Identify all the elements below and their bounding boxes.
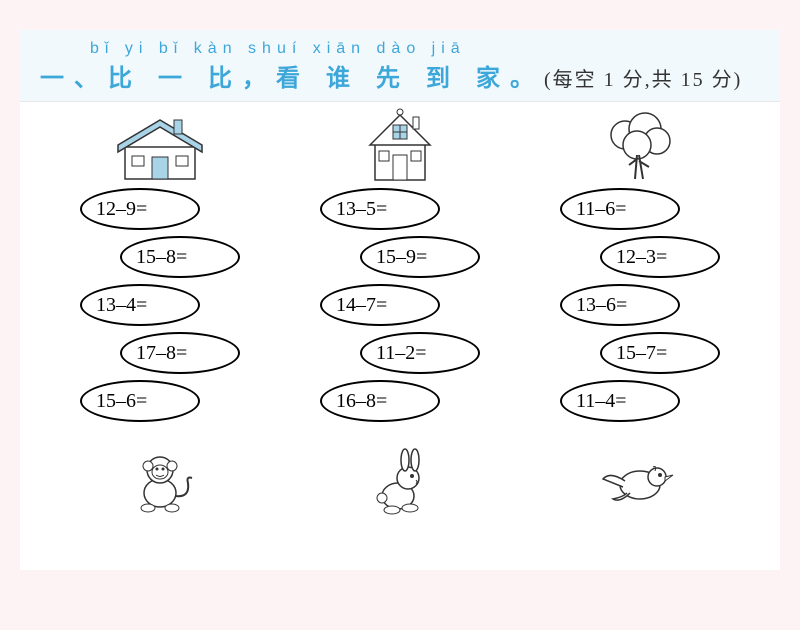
problem-oval: 11–6= — [560, 188, 680, 230]
problem-text: 11–2= — [376, 342, 427, 365]
problem-text: 14–7= — [336, 294, 387, 317]
house-tall-icon — [355, 112, 445, 182]
problem-text: 15–6= — [96, 390, 147, 413]
worksheet-page: bǐ yi bǐ kàn shuí xiān dào jiā 一、比 一 比，看… — [20, 30, 780, 570]
bird-icon — [595, 448, 685, 518]
problem-oval: 17–8= — [120, 332, 240, 374]
title-row: bǐ yi bǐ kàn shuí xiān dào jiā 一、比 一 比，看… — [20, 30, 780, 102]
problem-text: 11–4= — [576, 390, 627, 413]
title-prefix: 一、 — [40, 66, 108, 92]
column-3: 11–6= 12–3= 13–6= 15–7= 11–4= — [540, 112, 740, 518]
problem-oval: 12–3= — [600, 236, 720, 278]
problem-oval: 11–2= — [360, 332, 480, 374]
problem-oval: 14–7= — [320, 284, 440, 326]
problem-oval: 16–8= — [320, 380, 440, 422]
title-main: 比 一 比，看 谁 先 到 家。 — [108, 66, 544, 92]
problems-2: 13–5= 15–9= 14–7= 11–2= 16–8= — [300, 188, 500, 448]
problem-text: 12–3= — [616, 246, 667, 269]
problem-text: 11–6= — [576, 198, 627, 221]
problem-text: 16–8= — [336, 390, 387, 413]
title-line: 一、比 一 比，看 谁 先 到 家。(每空 1 分,共 15 分) — [40, 58, 760, 93]
problems-3: 11–6= 12–3= 13–6= 15–7= 11–4= — [540, 188, 740, 448]
problem-oval: 13–4= — [80, 284, 200, 326]
columns-container: 12–9= 15–8= 13–4= 17–8= 15–6= — [20, 102, 780, 518]
monkey-icon — [120, 448, 200, 518]
problem-oval: 15–6= — [80, 380, 200, 422]
column-1: 12–9= 15–8= 13–4= 17–8= 15–6= — [60, 112, 260, 518]
problem-oval: 12–9= — [80, 188, 200, 230]
problem-text: 15–7= — [616, 342, 667, 365]
column-2: 13–5= 15–9= 14–7= 11–2= 16–8= — [300, 112, 500, 518]
house-flat-icon — [110, 112, 210, 182]
problem-text: 13–5= — [336, 198, 387, 221]
problem-oval: 15–7= — [600, 332, 720, 374]
problem-text: 13–4= — [96, 294, 147, 317]
problem-oval: 15–8= — [120, 236, 240, 278]
tree-icon — [595, 112, 685, 182]
problem-text: 15–9= — [376, 246, 427, 269]
pinyin-text: bǐ yi bǐ kàn shuí xiān dào jiā — [90, 40, 760, 58]
problems-1: 12–9= 15–8= 13–4= 17–8= 15–6= — [60, 188, 260, 448]
problem-oval: 11–4= — [560, 380, 680, 422]
rabbit-icon — [360, 448, 440, 518]
problem-oval: 13–5= — [320, 188, 440, 230]
problem-text: 17–8= — [136, 342, 187, 365]
problem-oval: 15–9= — [360, 236, 480, 278]
title-scoring: (每空 1 分,共 15 分) — [544, 69, 742, 91]
problem-text: 13–6= — [576, 294, 627, 317]
problem-text: 12–9= — [96, 198, 147, 221]
problem-oval: 13–6= — [560, 284, 680, 326]
problem-text: 15–8= — [136, 246, 187, 269]
